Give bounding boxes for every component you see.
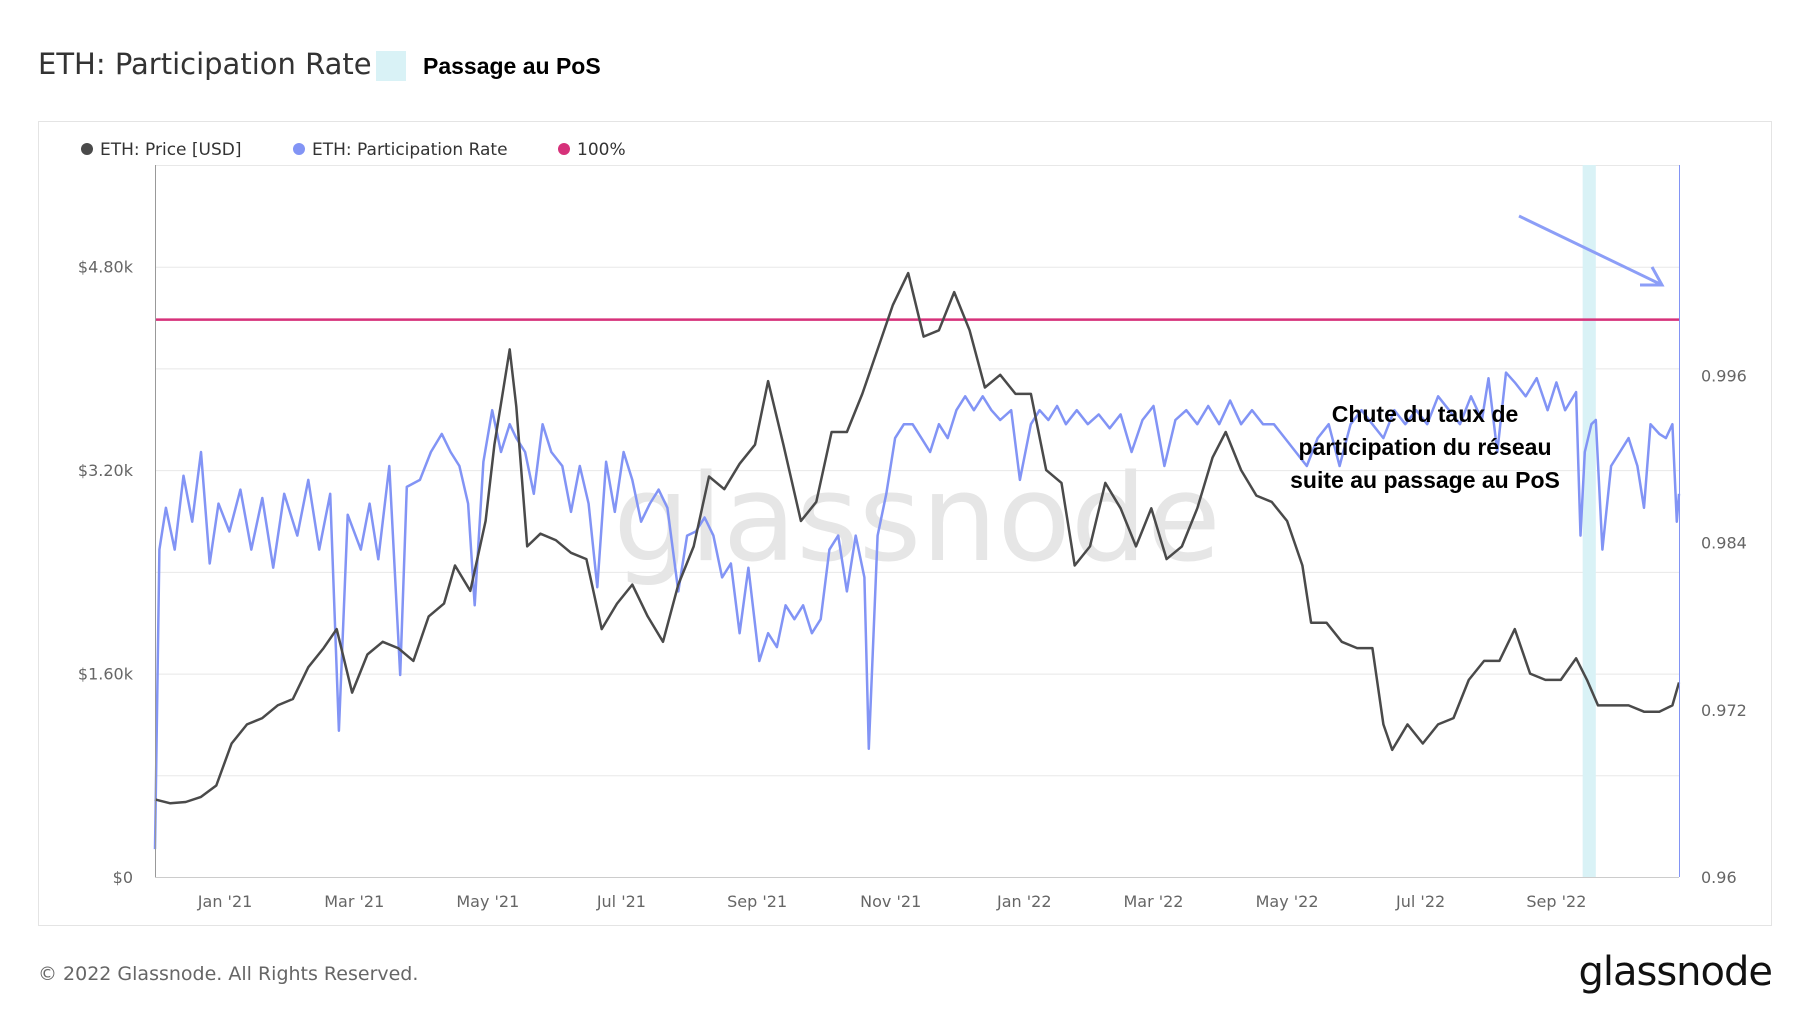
legend-marker-participation [293,143,305,155]
annotation-line-3: suite au passage au PoS [1290,467,1560,493]
y-right-tick-label: 0.984 [1701,534,1747,553]
copyright: © 2022 Glassnode. All Rights Reserved. [38,963,418,985]
x-tick-label: Mar '21 [324,892,384,911]
annotation: Chute du taux de participation du réseau… [1290,214,1665,493]
legend-price[interactable]: ETH: Price [USD] [100,140,242,160]
y-left-tick-label: $3.20k [78,461,134,480]
event-band-pos [1582,165,1596,877]
legend: ETH: Price [USD] ETH: Participation Rate… [81,140,626,160]
legend-participation[interactable]: ETH: Participation Rate [312,140,508,160]
series-participation-line [153,371,1681,850]
chart-frame [38,121,1772,926]
x-tick-label: May '22 [1256,892,1319,911]
annotation-arrow [1518,214,1665,287]
y-right-tick-label: 0.96 [1701,868,1737,887]
x-tick-label: May '21 [456,892,519,911]
x-tick-label: Jan '21 [197,892,253,911]
y-right-tick-label: 0.996 [1701,366,1747,385]
legend-100[interactable]: 100% [577,140,626,160]
legend-marker-100 [558,143,570,155]
x-tick-label: Nov '21 [860,892,921,911]
x-tick-label: Mar '22 [1123,892,1183,911]
series-price-line [154,271,1681,805]
y-left-tick-label: $4.80k [78,258,134,277]
x-tick-label: Sep '21 [727,892,787,911]
x-tick-label: Jul '22 [1395,892,1445,911]
event-legend-swatch [376,51,406,81]
x-tick-label: Jul '21 [596,892,646,911]
y-left-tick-label: $0 [113,868,133,887]
event-legend-label: Passage au PoS [423,53,601,79]
y-left-tick-label: $1.60k [78,665,134,684]
annotation-line-1: Chute du taux de [1332,401,1519,427]
legend-marker-price [81,143,93,155]
gridlines [155,165,1679,878]
watermark: glassnode [613,450,1221,589]
glassnode-logo: glassnode [1578,949,1772,995]
x-tick-label: Jan '22 [996,892,1052,911]
annotation-line-2: participation du réseau [1298,434,1551,460]
y-right-tick-label: 0.972 [1701,701,1747,720]
x-tick-label: Sep '22 [1526,892,1586,911]
chart-title: ETH: Participation Rate [38,47,372,81]
